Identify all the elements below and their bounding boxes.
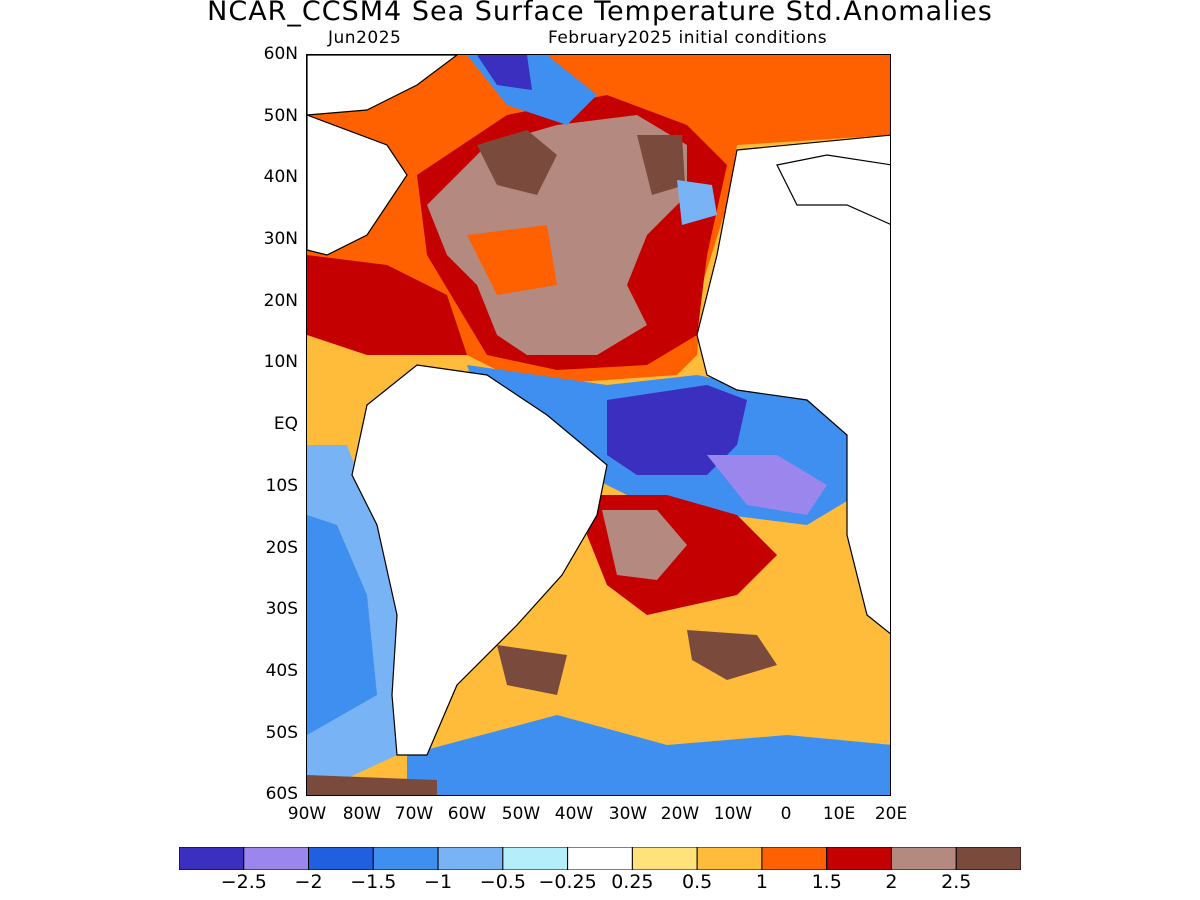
lon-label: 40W xyxy=(554,804,594,824)
colorbar-swatch xyxy=(696,847,763,870)
lat-label: 50N xyxy=(263,106,298,126)
colorbar-tick-label: −0.5 xyxy=(479,871,526,893)
lat-label: 10S xyxy=(265,476,298,496)
colorbar-tick-label: 1.5 xyxy=(811,871,842,893)
colorbar-swatch xyxy=(437,847,504,870)
africa-land xyxy=(696,134,890,635)
colorbar-tick-label: −0.25 xyxy=(538,871,597,893)
lat-label: 60S xyxy=(265,784,298,804)
southern-ocean-dark-band xyxy=(307,775,437,795)
initial-conditions-label: February2025 initial conditions xyxy=(548,28,828,48)
lon-label: 90W xyxy=(287,804,327,824)
colorbar-tick-label: −2.5 xyxy=(220,871,267,893)
lon-label: 30W xyxy=(608,804,648,824)
colorbar-tick-label: 1 xyxy=(755,871,768,893)
lat-label: 10N xyxy=(263,352,298,372)
colorbar xyxy=(179,847,1021,870)
south-america-land xyxy=(351,364,608,756)
colorbar-tick-label: 0.25 xyxy=(611,871,654,893)
colorbar-swatch xyxy=(955,847,1021,870)
southern-ocean-cool xyxy=(407,715,890,795)
lon-label: 0 xyxy=(780,804,792,824)
lat-label: 20N xyxy=(263,291,298,311)
colorbar-swatch xyxy=(761,847,828,870)
south-atlantic-dark xyxy=(687,630,777,680)
colorbar-tick-label: −2 xyxy=(294,871,323,893)
forecast-month: Jun2025 xyxy=(328,28,402,48)
colorbar-swatch xyxy=(890,847,957,870)
lon-label: 20E xyxy=(874,804,908,824)
lat-label: 20S xyxy=(265,538,298,558)
lon-label: 50W xyxy=(501,804,541,824)
colorbar-tick-label: −1.5 xyxy=(350,871,397,893)
pacific-cooler xyxy=(307,515,377,735)
south-atlantic-dark-2 xyxy=(497,645,567,695)
europe-land xyxy=(776,154,890,225)
colorbar-tick-label: 2 xyxy=(885,871,898,893)
colorbar-swatch xyxy=(372,847,439,870)
lon-label: 60W xyxy=(447,804,487,824)
colorbar-tick-label: 0.5 xyxy=(682,871,713,893)
north-atlantic-orange-pocket xyxy=(467,225,557,295)
equatorial-cold xyxy=(607,385,747,475)
lat-label: 30N xyxy=(263,229,298,249)
north-america-land xyxy=(307,55,458,256)
lat-label: 30S xyxy=(265,599,298,619)
colorbar-swatch xyxy=(631,847,698,870)
lat-label: 60N xyxy=(263,44,298,64)
lon-label: 10W xyxy=(713,804,753,824)
north-sea-cool xyxy=(677,180,717,225)
colorbar-swatch xyxy=(502,847,569,870)
gulf-guinea-violet xyxy=(707,455,827,515)
lon-label: 10E xyxy=(822,804,856,824)
colorbar-tick-label: −1 xyxy=(424,871,453,893)
north-atlantic-darkest-2 xyxy=(637,135,685,195)
anomaly-map xyxy=(306,54,891,796)
lat-label: 40S xyxy=(265,661,298,681)
colorbar-swatch xyxy=(567,847,633,870)
lon-label: 70W xyxy=(394,804,434,824)
south-atlantic-extreme xyxy=(602,510,687,580)
lon-label: 20W xyxy=(660,804,700,824)
north-atlantic-darkest xyxy=(477,130,557,195)
labrador-coldest xyxy=(477,55,532,90)
colorbar-tick-label: 2.5 xyxy=(941,871,972,893)
map-title: NCAR_CCSM4 Sea Surface Temperature Std.A… xyxy=(207,0,993,27)
lon-label: 80W xyxy=(342,804,382,824)
colorbar-swatches xyxy=(179,847,1021,870)
lat-label: EQ xyxy=(273,414,298,434)
colorbar-swatch xyxy=(308,847,374,870)
gulf-red xyxy=(307,255,467,355)
colorbar-swatch xyxy=(243,847,310,870)
lat-label: 50S xyxy=(265,723,298,743)
lat-label: 40N xyxy=(263,167,298,187)
anomaly-map-canvas xyxy=(307,55,890,795)
colorbar-swatch xyxy=(826,847,892,870)
colorbar-swatch xyxy=(179,847,245,870)
